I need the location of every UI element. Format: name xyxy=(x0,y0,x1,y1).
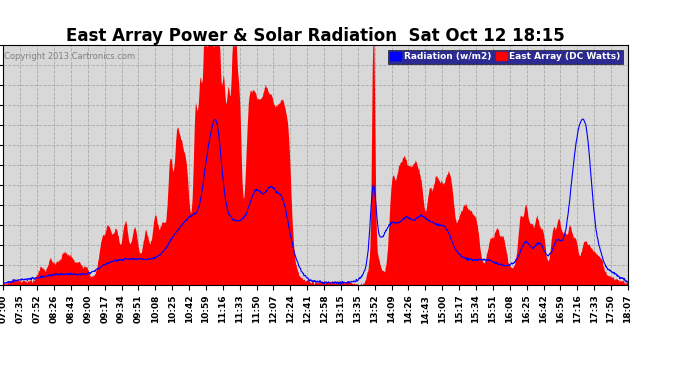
Legend: Radiation (w/m2), East Array (DC Watts): Radiation (w/m2), East Array (DC Watts) xyxy=(388,50,623,64)
Title: East Array Power & Solar Radiation  Sat Oct 12 18:15: East Array Power & Solar Radiation Sat O… xyxy=(66,27,565,45)
Text: Copyright 2013 Cartronics.com: Copyright 2013 Cartronics.com xyxy=(4,52,135,61)
